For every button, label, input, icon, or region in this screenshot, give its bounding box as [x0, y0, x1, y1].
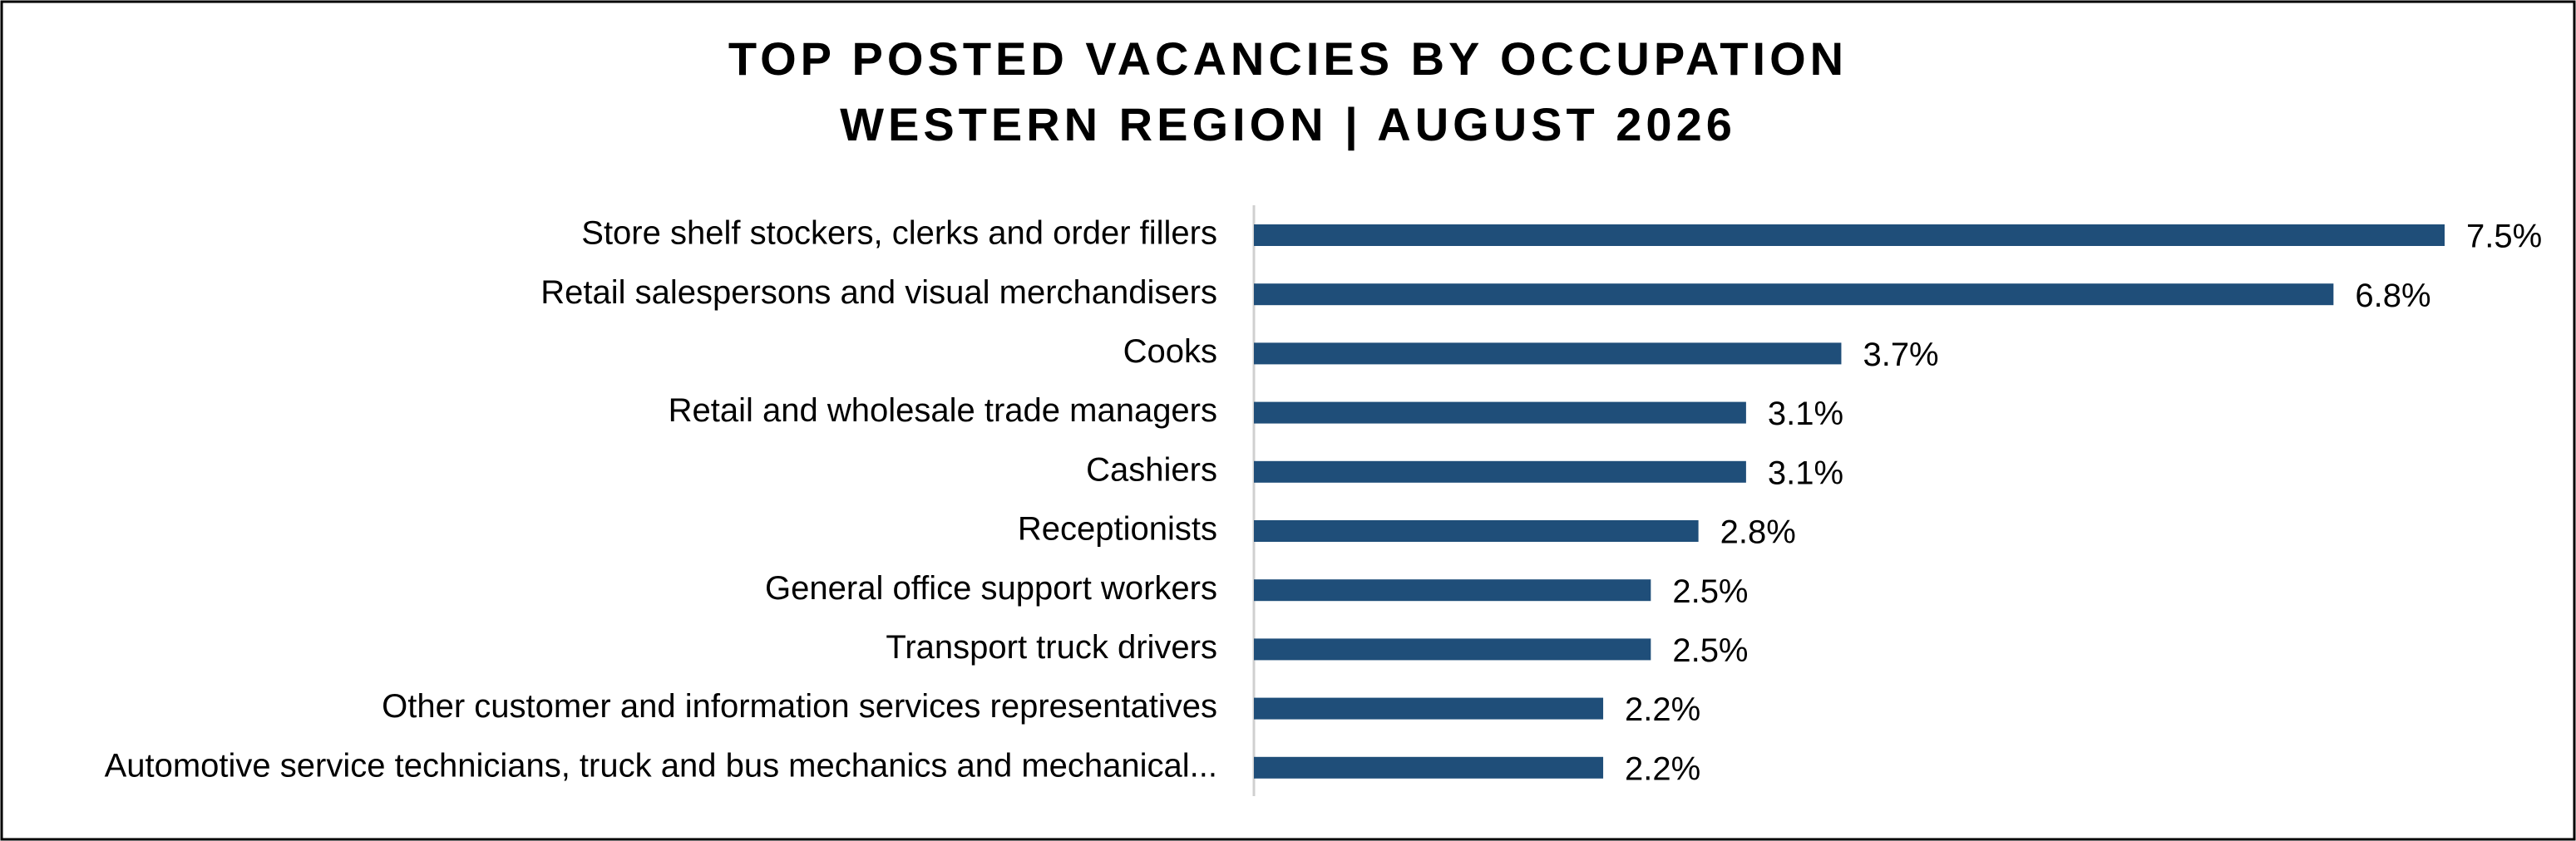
bar: [1254, 342, 1842, 365]
category-label: Retail and wholesale trade managers: [669, 392, 1217, 429]
value-label: 3.1%: [1768, 455, 1843, 491]
category-label: Store shelf stockers, clerks and order f…: [581, 215, 1217, 252]
category-label: Receptionists: [1018, 511, 1217, 548]
category-label: Automotive service technicians, truck an…: [105, 747, 1217, 784]
bar: [1254, 224, 2445, 246]
value-label: 3.1%: [1768, 396, 1843, 432]
category-label: Cooks: [1123, 333, 1217, 370]
value-label: 2.2%: [1625, 750, 1700, 787]
value-label: 2.5%: [1672, 632, 1748, 669]
category-label: Other customer and information services …: [382, 688, 1217, 725]
value-label: 7.5%: [2466, 219, 2542, 255]
category-label: Transport truck drivers: [886, 629, 1217, 666]
bar: [1254, 756, 1604, 779]
value-label: 3.7%: [1863, 337, 1938, 373]
bar: [1254, 579, 1651, 602]
value-label: 2.2%: [1625, 691, 1700, 728]
category-label: Retail salespersons and visual merchandi…: [540, 274, 1217, 311]
value-label: 2.5%: [1672, 573, 1748, 610]
chart-subtitle: WESTERN REGION | AUGUST 2026: [840, 98, 1736, 151]
bar: [1254, 283, 2334, 306]
category-label: Cashiers: [1086, 451, 1217, 488]
bar: [1254, 401, 1746, 424]
bar: [1254, 697, 1604, 720]
bar: [1254, 638, 1651, 661]
value-label: 2.8%: [1720, 514, 1796, 551]
category-label: General office support workers: [765, 570, 1217, 607]
value-label: 6.8%: [2355, 278, 2430, 314]
bar: [1254, 460, 1746, 483]
chart-title: TOP POSTED VACANCIES BY OCCUPATION: [728, 32, 1848, 85]
bar: [1254, 520, 1699, 542]
